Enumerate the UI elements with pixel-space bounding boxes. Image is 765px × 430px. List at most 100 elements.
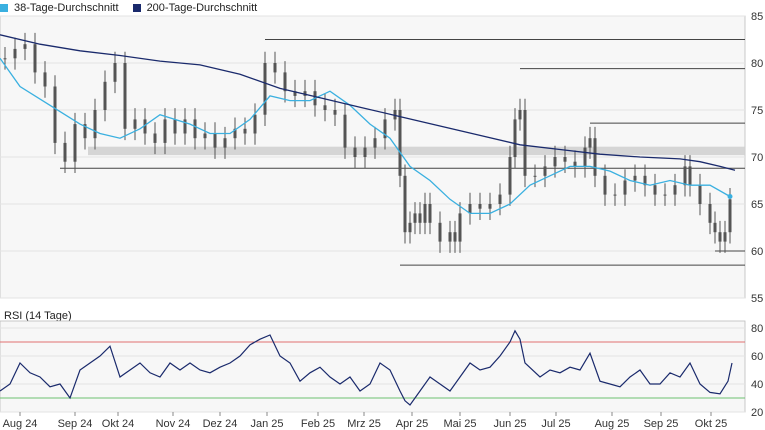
y-tick-label: 80 bbox=[751, 58, 763, 70]
candle-body bbox=[553, 157, 557, 167]
main-plot-area: 55 60 65 70 75 80 85 bbox=[0, 11, 763, 305]
y-tick-label: 60 bbox=[751, 246, 763, 258]
candle-body bbox=[3, 58, 7, 60]
x-tick-label: Mai 25 bbox=[443, 418, 476, 430]
candle-body bbox=[723, 232, 727, 242]
candle-body bbox=[153, 133, 157, 143]
x-tick-label: Jun 25 bbox=[493, 418, 526, 430]
ma200-line bbox=[0, 34, 736, 171]
candle-body bbox=[173, 119, 177, 134]
candle-body bbox=[683, 166, 687, 186]
x-tick-label: Jul 25 bbox=[541, 418, 570, 430]
candle-body bbox=[533, 175, 537, 177]
candle-body bbox=[33, 44, 37, 73]
candle-body bbox=[728, 199, 732, 233]
x-tick-label: Okt 24 bbox=[102, 418, 134, 430]
x-tick-label: Mrz 25 bbox=[347, 418, 381, 430]
candle-body bbox=[623, 180, 627, 195]
candle-body bbox=[688, 166, 692, 186]
candle-body bbox=[398, 110, 402, 176]
candle-body bbox=[273, 63, 277, 73]
rsi-line bbox=[0, 329, 733, 406]
candle-body bbox=[253, 114, 257, 134]
candle-body bbox=[353, 147, 357, 157]
candle-body bbox=[588, 138, 592, 148]
rsi-plot-area: 20 40 60 80 bbox=[0, 320, 763, 419]
x-tick-label: Sep 25 bbox=[644, 418, 679, 430]
candle-body bbox=[143, 119, 147, 134]
candle-body bbox=[403, 175, 407, 233]
candle-body bbox=[458, 213, 462, 242]
candle-body bbox=[583, 147, 587, 167]
candle-body bbox=[23, 44, 27, 49]
ma38-swatch-icon bbox=[0, 4, 8, 12]
candle-body bbox=[673, 185, 677, 195]
candle-body bbox=[488, 204, 492, 209]
candle-body bbox=[363, 147, 367, 157]
legend-ma38-label: 38-Tage-Durchschnitt bbox=[14, 2, 119, 14]
candle-body bbox=[613, 194, 617, 196]
candle-body bbox=[478, 204, 482, 209]
ma38-line bbox=[0, 57, 731, 215]
support-band bbox=[88, 146, 745, 156]
candle-body bbox=[193, 119, 197, 139]
y-tick-label: 65 bbox=[751, 199, 763, 211]
candle-body bbox=[708, 204, 712, 223]
candle-body bbox=[428, 204, 432, 223]
candle-body bbox=[63, 142, 67, 162]
x-tick-label: Dez 24 bbox=[203, 418, 238, 430]
rsi-tick-label: 20 bbox=[751, 407, 763, 419]
candle-body bbox=[468, 204, 472, 214]
candle-body bbox=[13, 48, 17, 59]
candle-body bbox=[123, 63, 127, 129]
candle-body bbox=[513, 119, 517, 157]
candle-body bbox=[593, 138, 597, 176]
x-tick-label: Sep 24 bbox=[58, 418, 93, 430]
y-tick-label: 75 bbox=[751, 105, 763, 117]
candle-body bbox=[53, 86, 57, 143]
candle-body bbox=[373, 138, 377, 148]
x-tick-label: Nov 24 bbox=[156, 418, 191, 430]
x-tick-label: Feb 25 bbox=[301, 418, 335, 430]
candle-body bbox=[498, 194, 502, 204]
x-tick-label: Okt 25 bbox=[695, 418, 727, 430]
x-axis: Aug 24 Sep 24 Okt 24 Nov 24 Dez 24 Jan 25 Feb … bbox=[3, 412, 727, 430]
candle-body bbox=[563, 157, 567, 162]
candle-body bbox=[343, 114, 347, 148]
candle-body bbox=[383, 119, 387, 139]
candle-body bbox=[393, 110, 397, 120]
candle-body bbox=[453, 232, 457, 242]
last-value-dot bbox=[727, 193, 733, 199]
candle-body bbox=[223, 138, 227, 148]
rsi-tick-label: 80 bbox=[751, 323, 763, 335]
candle-body bbox=[243, 128, 247, 134]
x-tick-label: Jan 25 bbox=[250, 418, 283, 430]
candle-body bbox=[113, 63, 117, 82]
candle-body bbox=[543, 166, 547, 176]
candle-body bbox=[718, 232, 722, 242]
candle-body bbox=[43, 72, 47, 87]
candle-body bbox=[603, 175, 607, 195]
candle-body bbox=[633, 175, 637, 181]
candle-body bbox=[73, 124, 77, 162]
candle-body bbox=[233, 128, 237, 139]
legend-item-ma200: 200-Tage-Durchschnitt bbox=[132, 2, 258, 14]
candle-body bbox=[413, 213, 417, 223]
candle-body bbox=[263, 63, 267, 115]
candle-body bbox=[573, 161, 577, 167]
candle-body bbox=[713, 222, 717, 233]
y-tick-label: 85 bbox=[751, 11, 763, 23]
legend-ma200-label: 200-Tage-Durchschnitt bbox=[146, 2, 258, 14]
x-tick-label: Aug 25 bbox=[595, 418, 630, 430]
candle-body bbox=[508, 157, 512, 195]
candle-body bbox=[213, 133, 217, 148]
ma200-swatch-icon bbox=[132, 4, 141, 12]
candle-body bbox=[293, 91, 297, 96]
y-tick-label: 55 bbox=[751, 293, 763, 305]
candle-body bbox=[93, 110, 97, 139]
candle-body bbox=[303, 91, 307, 96]
candle-body bbox=[523, 110, 527, 176]
candle-body bbox=[203, 133, 207, 139]
rsi-plot-bg bbox=[0, 320, 746, 413]
